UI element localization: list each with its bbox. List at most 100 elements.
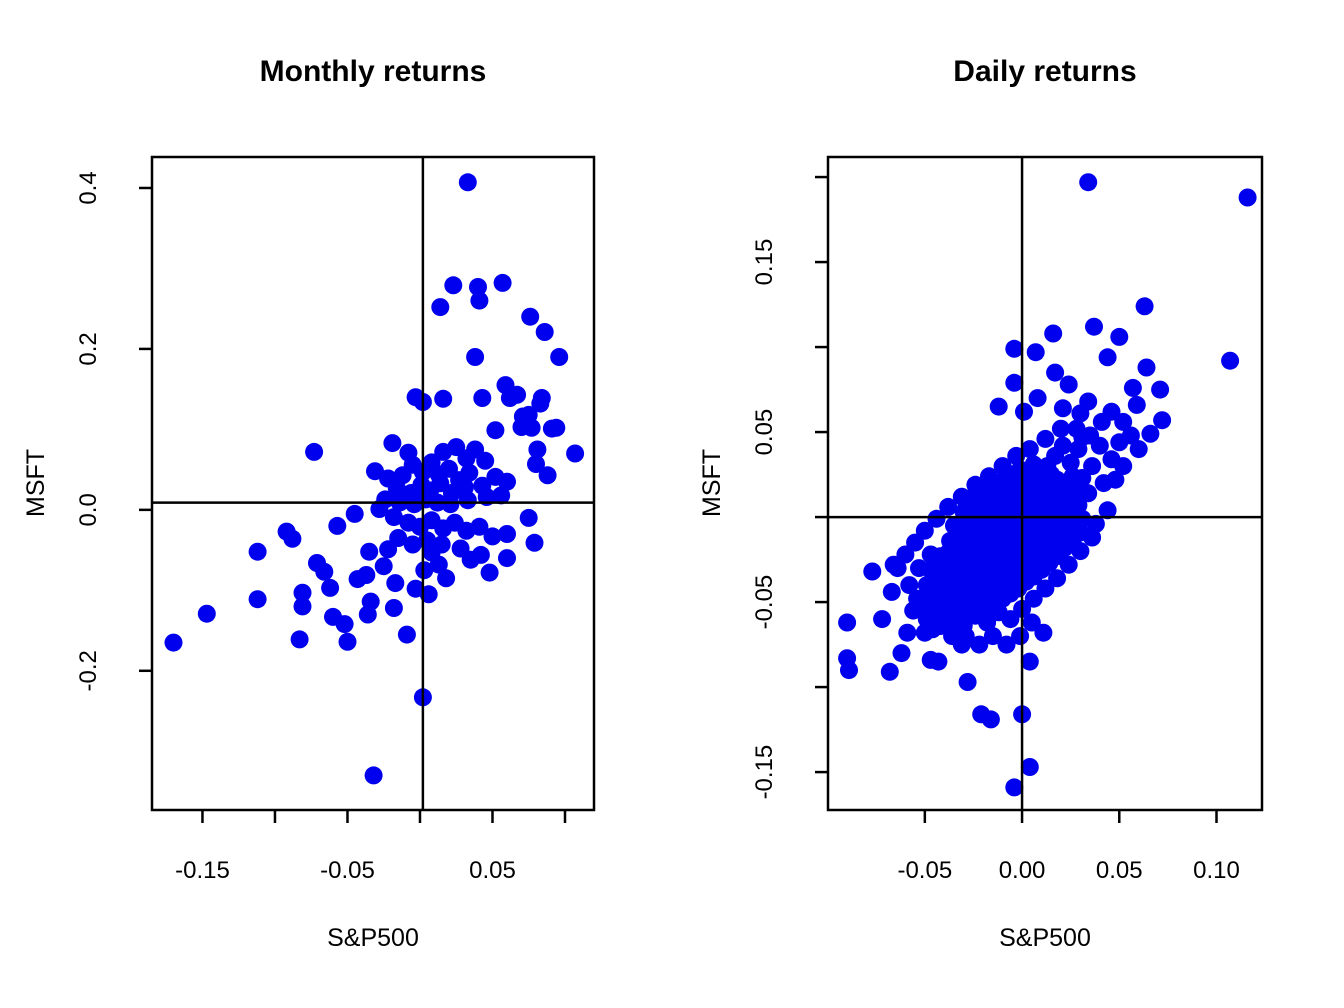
data-point [290, 630, 309, 649]
data-point [386, 574, 405, 593]
data-point [1020, 440, 1039, 459]
data-point [293, 583, 312, 602]
daily-x-axis-label: S&P500 [999, 924, 1091, 952]
data-point [956, 627, 975, 646]
data-point [1067, 419, 1086, 438]
data-point [1151, 380, 1170, 399]
y-tick-label: 0.15 [751, 239, 778, 286]
data-point [1020, 758, 1039, 776]
data-point [384, 599, 403, 617]
data-point [1059, 375, 1078, 394]
data-point [248, 590, 267, 609]
data-point [357, 566, 376, 584]
data-point [981, 710, 1000, 729]
data-point [927, 509, 946, 528]
data-point [1238, 188, 1257, 207]
y-tick-label: 0.4 [75, 171, 102, 204]
data-point [1106, 470, 1125, 489]
data-point [538, 466, 557, 485]
data-point [1001, 610, 1020, 629]
data-point [1083, 457, 1102, 476]
data-point [370, 500, 389, 518]
data-point [915, 521, 934, 540]
data-point [480, 563, 499, 582]
data-point [1046, 363, 1065, 382]
data-point [389, 529, 408, 547]
data-point [1110, 327, 1129, 346]
data-point [374, 557, 393, 576]
data-point [1085, 317, 1103, 336]
x-tick-label: -0.05 [897, 857, 952, 884]
data-point [458, 173, 477, 192]
data-point [335, 615, 354, 634]
data-point [321, 578, 340, 597]
data-point [473, 389, 492, 407]
data-point [900, 576, 919, 595]
x-tick-label: -0.05 [320, 857, 375, 884]
data-point [535, 323, 554, 341]
data-point [1073, 469, 1092, 487]
data-point [164, 633, 183, 652]
points-group [164, 173, 585, 785]
data-point [315, 562, 334, 581]
data-point [397, 625, 416, 644]
data-point [1026, 343, 1045, 362]
data-point [1036, 429, 1055, 448]
data-point [840, 661, 858, 680]
data-point [863, 562, 882, 581]
data-point [1110, 433, 1129, 452]
data-point [293, 597, 312, 616]
data-point [498, 549, 516, 568]
x-tick-label: 0.10 [1193, 857, 1240, 884]
data-point [384, 508, 403, 527]
monthly-x-axis-label: S&P500 [327, 924, 419, 952]
data-point [1092, 412, 1111, 431]
monthly-y-axis-label: MSFT [22, 448, 50, 518]
data-point [1005, 339, 1024, 358]
y-tick-label: 0.0 [75, 493, 102, 526]
data-point [547, 418, 566, 437]
data-point [873, 610, 892, 629]
data-point [458, 491, 477, 510]
data-point [493, 273, 512, 292]
data-point [434, 389, 453, 408]
data-point [415, 561, 434, 580]
data-point [1069, 496, 1088, 515]
y-tick-label: -0.05 [751, 575, 778, 630]
data-point [437, 569, 456, 588]
data-point [958, 673, 977, 691]
data-point [1011, 627, 1030, 646]
data-point [470, 517, 489, 536]
data-point [1034, 623, 1053, 642]
data-point [1127, 395, 1146, 414]
data-point [525, 533, 544, 552]
monthly-plot-title: Monthly returns [259, 55, 487, 88]
daily-y-axis-label: MSFT [698, 448, 726, 518]
data-point [470, 291, 489, 310]
data-point [364, 766, 383, 785]
data-point [1098, 348, 1117, 367]
data-point [1123, 378, 1142, 397]
data-point [970, 635, 989, 654]
y-tick-label: 0.05 [751, 409, 778, 456]
data-point [498, 525, 516, 543]
data-point [1071, 482, 1090, 501]
data-point [1137, 358, 1156, 377]
data-point [882, 582, 901, 601]
data-point [1005, 778, 1024, 797]
data-point [197, 604, 216, 623]
data-point [1141, 424, 1160, 443]
data-point [566, 444, 585, 463]
data-point [1114, 412, 1133, 431]
data-point [521, 307, 540, 326]
data-point [360, 542, 379, 561]
data-point [461, 550, 480, 569]
data-point [1061, 453, 1080, 472]
x-tick-label: 0.00 [999, 857, 1046, 884]
data-point [1071, 404, 1090, 423]
data-point [906, 533, 925, 552]
data-point [338, 632, 357, 651]
y-tick-label: 0.2 [75, 332, 102, 365]
data-point [466, 348, 485, 366]
